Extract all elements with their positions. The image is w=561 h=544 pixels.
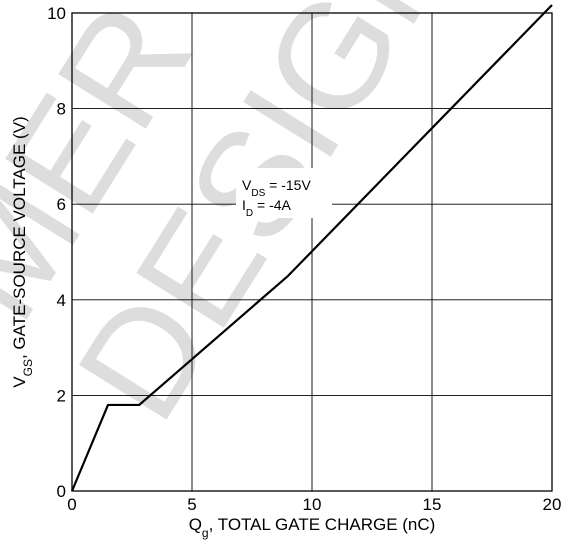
watermark: MER DESIGN xyxy=(0,0,492,447)
annotation-id: ID = -4A xyxy=(242,197,292,219)
annotation-vds: VDS = -15V xyxy=(242,177,311,199)
annotation-background xyxy=(236,168,332,218)
plot-frame xyxy=(71,12,553,492)
y-tick-label-3: 6 xyxy=(57,195,66,214)
y-axis-title: VGS, GATE-SOURCE VOLTAGE (V) xyxy=(10,116,35,387)
y-tick-label-1: 2 xyxy=(57,386,66,405)
series-line-0 xyxy=(70,4,553,492)
x-tick-label-2: 10 xyxy=(303,495,322,514)
y-tick-label-5: 10 xyxy=(47,4,66,23)
x-tick-label-3: 15 xyxy=(423,495,442,514)
series-group xyxy=(70,4,553,492)
x-tick-label-4: 20 xyxy=(543,495,561,514)
y-tick-label-0: 0 xyxy=(57,482,66,501)
y-tick-label-4: 8 xyxy=(57,100,66,119)
y-tick-label-2: 4 xyxy=(57,291,66,310)
y-tick-labels: 0 2 4 6 8 10 xyxy=(47,4,66,501)
x-tick-label-1: 5 xyxy=(187,495,196,514)
x-axis-title: Qg, TOTAL GATE CHARGE (nC) xyxy=(189,515,436,540)
x-tick-labels: 0 5 10 15 20 xyxy=(67,495,561,514)
x-tick-label-0: 0 xyxy=(67,495,76,514)
